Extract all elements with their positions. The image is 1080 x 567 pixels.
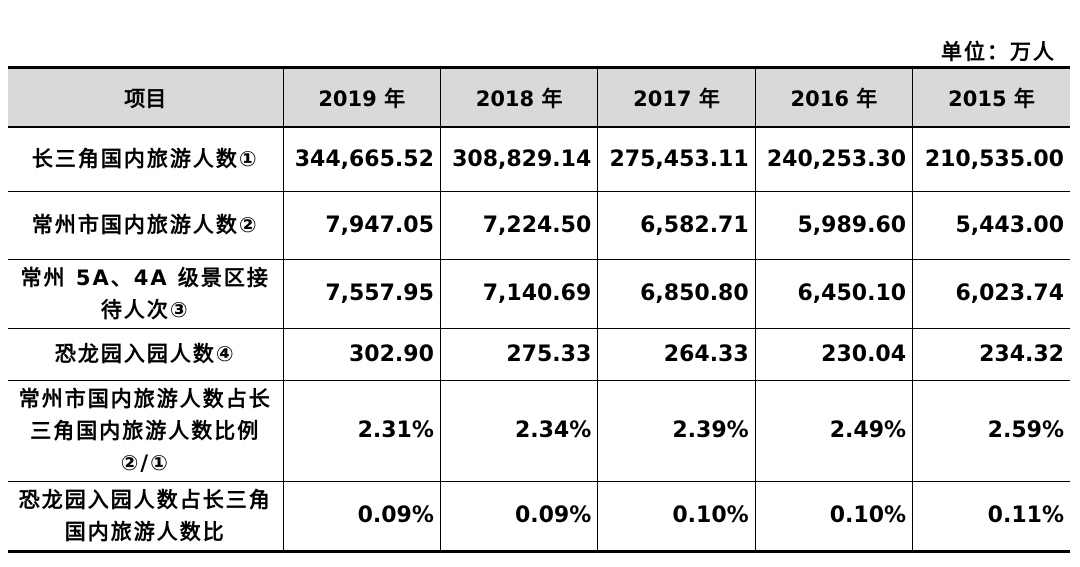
header-year-2019: 2019 年 bbox=[282, 66, 441, 128]
unit-label: 单位：万人 bbox=[941, 40, 1056, 64]
table-row: 常州 5A、4A 级景区接待人次③ 7,557.95 7,140.69 6,85… bbox=[8, 258, 1070, 328]
table-cell: 7,140.69 bbox=[439, 258, 598, 328]
table-cell: 6,582.71 bbox=[597, 190, 756, 259]
table-cell: 2.31% bbox=[282, 379, 441, 481]
table-cell: 6,023.74 bbox=[912, 258, 1070, 328]
table-cell: 275,453.11 bbox=[597, 126, 756, 191]
table-cell: 275.33 bbox=[439, 327, 598, 380]
table-cell: 2.39% bbox=[597, 379, 756, 481]
table-cell: 0.09% bbox=[439, 480, 598, 553]
row-label: 常州 5A、4A 级景区接待人次③ bbox=[8, 258, 283, 328]
table-cell: 5,989.60 bbox=[754, 190, 913, 259]
table-row: 常州市国内旅游人数占长三角国内旅游人数比例②/① 2.31% 2.34% 2.3… bbox=[8, 379, 1070, 481]
row-label: 长三角国内旅游人数① bbox=[8, 126, 283, 191]
row-label: 常州市国内旅游人数② bbox=[8, 190, 283, 259]
table-cell: 5,443.00 bbox=[912, 190, 1070, 259]
table-cell: 308,829.14 bbox=[439, 126, 598, 191]
table-cell: 7,557.95 bbox=[282, 258, 441, 328]
table-cell: 240,253.30 bbox=[754, 126, 913, 191]
table-cell: 0.10% bbox=[754, 480, 913, 553]
table-cell: 6,450.10 bbox=[754, 258, 913, 328]
row-label: 恐龙园入园人数占长三角国内旅游人数比 bbox=[8, 480, 283, 553]
table-cell: 2.49% bbox=[754, 379, 913, 481]
header-year-2018: 2018 年 bbox=[439, 66, 598, 128]
table-cell: 0.11% bbox=[912, 480, 1070, 553]
table-cell: 2.59% bbox=[912, 379, 1070, 481]
header-row: 项目 2019 年 2018 年 2017 年 2016 年 2015 年 bbox=[8, 66, 1070, 128]
table-row: 恐龙园入园人数④ 302.90 275.33 264.33 230.04 234… bbox=[8, 327, 1070, 380]
table-cell: 234.32 bbox=[912, 327, 1070, 380]
table-cell: 230.04 bbox=[754, 327, 913, 380]
table-cell: 6,850.80 bbox=[597, 258, 756, 328]
table-row: 常州市国内旅游人数② 7,947.05 7,224.50 6,582.71 5,… bbox=[8, 190, 1070, 259]
header-item: 项目 bbox=[8, 66, 283, 128]
table-cell: 2.34% bbox=[439, 379, 598, 481]
table-cell: 302.90 bbox=[282, 327, 441, 380]
table-cell: 344,665.52 bbox=[282, 126, 441, 191]
row-label: 常州市国内旅游人数占长三角国内旅游人数比例②/① bbox=[8, 379, 283, 481]
table-cell: 7,224.50 bbox=[439, 190, 598, 259]
header-year-2015: 2015 年 bbox=[912, 66, 1070, 128]
table-cell: 0.09% bbox=[282, 480, 441, 553]
row-label: 恐龙园入园人数④ bbox=[8, 327, 283, 380]
table-row: 恐龙园入园人数占长三角国内旅游人数比 0.09% 0.09% 0.10% 0.1… bbox=[8, 480, 1070, 553]
data-table: 项目 2019 年 2018 年 2017 年 2016 年 2015 年 长三… bbox=[8, 66, 1070, 553]
table-row: 长三角国内旅游人数① 344,665.52 308,829.14 275,453… bbox=[8, 126, 1070, 191]
table-cell: 264.33 bbox=[597, 327, 756, 380]
header-year-2017: 2017 年 bbox=[597, 66, 756, 128]
header-year-2016: 2016 年 bbox=[754, 66, 913, 128]
table-cell: 0.10% bbox=[597, 480, 756, 553]
table-cell: 7,947.05 bbox=[282, 190, 441, 259]
table-cell: 210,535.00 bbox=[912, 126, 1070, 191]
